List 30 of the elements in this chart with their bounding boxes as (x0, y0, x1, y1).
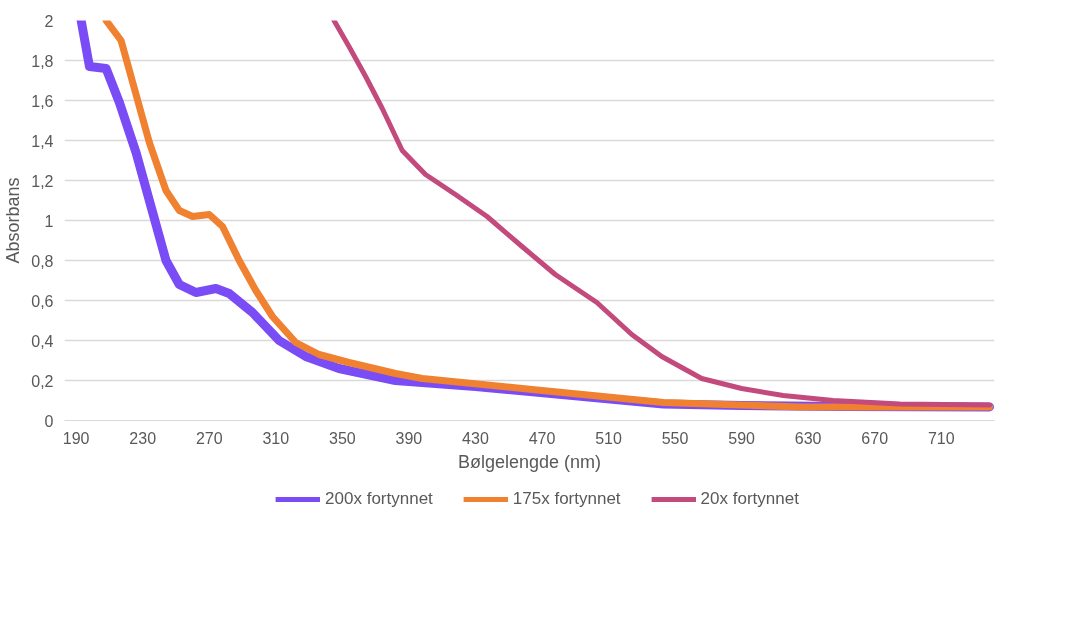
y-tick-label: 1,2 (31, 172, 54, 190)
y-tick-label: 0,2 (31, 372, 54, 390)
x-tick-label: 630 (794, 429, 822, 447)
y-tick-label: 0,8 (31, 252, 54, 270)
x-tick-label: 430 (462, 429, 489, 447)
x-tick-label: 470 (528, 429, 556, 447)
y-tick-label: 1 (44, 212, 54, 230)
x-axis-title: Bølgelengde (nm) (457, 451, 602, 472)
legend-label: 20x fortynnet (700, 489, 799, 509)
y-tick-label: 2 (44, 12, 54, 30)
y-tick-label: 0,6 (31, 292, 54, 310)
x-tick-label: 590 (728, 429, 756, 447)
x-tick-label: 510 (595, 429, 622, 447)
y-tick-label: 1,6 (31, 92, 54, 110)
legend-label: 200x fortynnet (325, 489, 433, 509)
x-tick-label: 670 (861, 429, 889, 447)
x-tick-label: 710 (927, 429, 955, 447)
x-tick-label: 270 (195, 429, 223, 447)
x-tick-label: 310 (262, 429, 290, 447)
x-tick-label: 190 (62, 429, 90, 447)
x-tick-label: 230 (129, 429, 157, 447)
x-tick-label: 390 (395, 429, 423, 447)
y-tick-label: 1,8 (31, 52, 54, 70)
y-tick-label: 0 (44, 412, 54, 430)
legend-label: 175x fortynnet (512, 489, 621, 509)
x-tick-label: 350 (328, 429, 356, 447)
x-tick-label: 550 (661, 429, 689, 447)
y-tick-label: 1,4 (31, 132, 54, 150)
y-tick-label: 0,4 (31, 332, 54, 350)
y-axis-title: Absorbans (3, 177, 24, 264)
